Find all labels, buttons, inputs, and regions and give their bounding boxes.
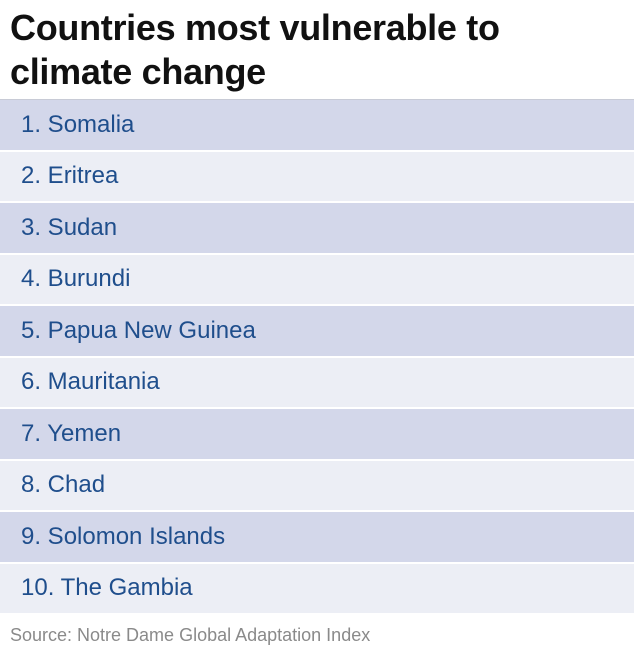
list-row: 10. The Gambia	[0, 563, 634, 613]
ranking-list: 1. Somalia 2. Eritrea 3. Sudan 4. Burundi 5.…	[0, 99, 634, 615]
list-row: 6. Mauritania	[0, 357, 634, 407]
list-row: 8. Chad	[0, 460, 634, 510]
list-row: 9. Solomon Islands	[0, 512, 634, 562]
list-row: 5. Papua New Guinea	[0, 306, 634, 356]
list-row: 4. Burundi	[0, 254, 634, 304]
source-note: Source: Notre Dame Global Adaptation Ind…	[10, 625, 371, 645]
list-row: 2. Eritrea	[0, 151, 634, 201]
title: Countries most vulnerable to climate cha…	[10, 7, 500, 92]
list-row: 1. Somalia	[0, 100, 634, 150]
list-row: 3. Sudan	[0, 203, 634, 253]
list-row: 7. Yemen	[0, 409, 634, 459]
